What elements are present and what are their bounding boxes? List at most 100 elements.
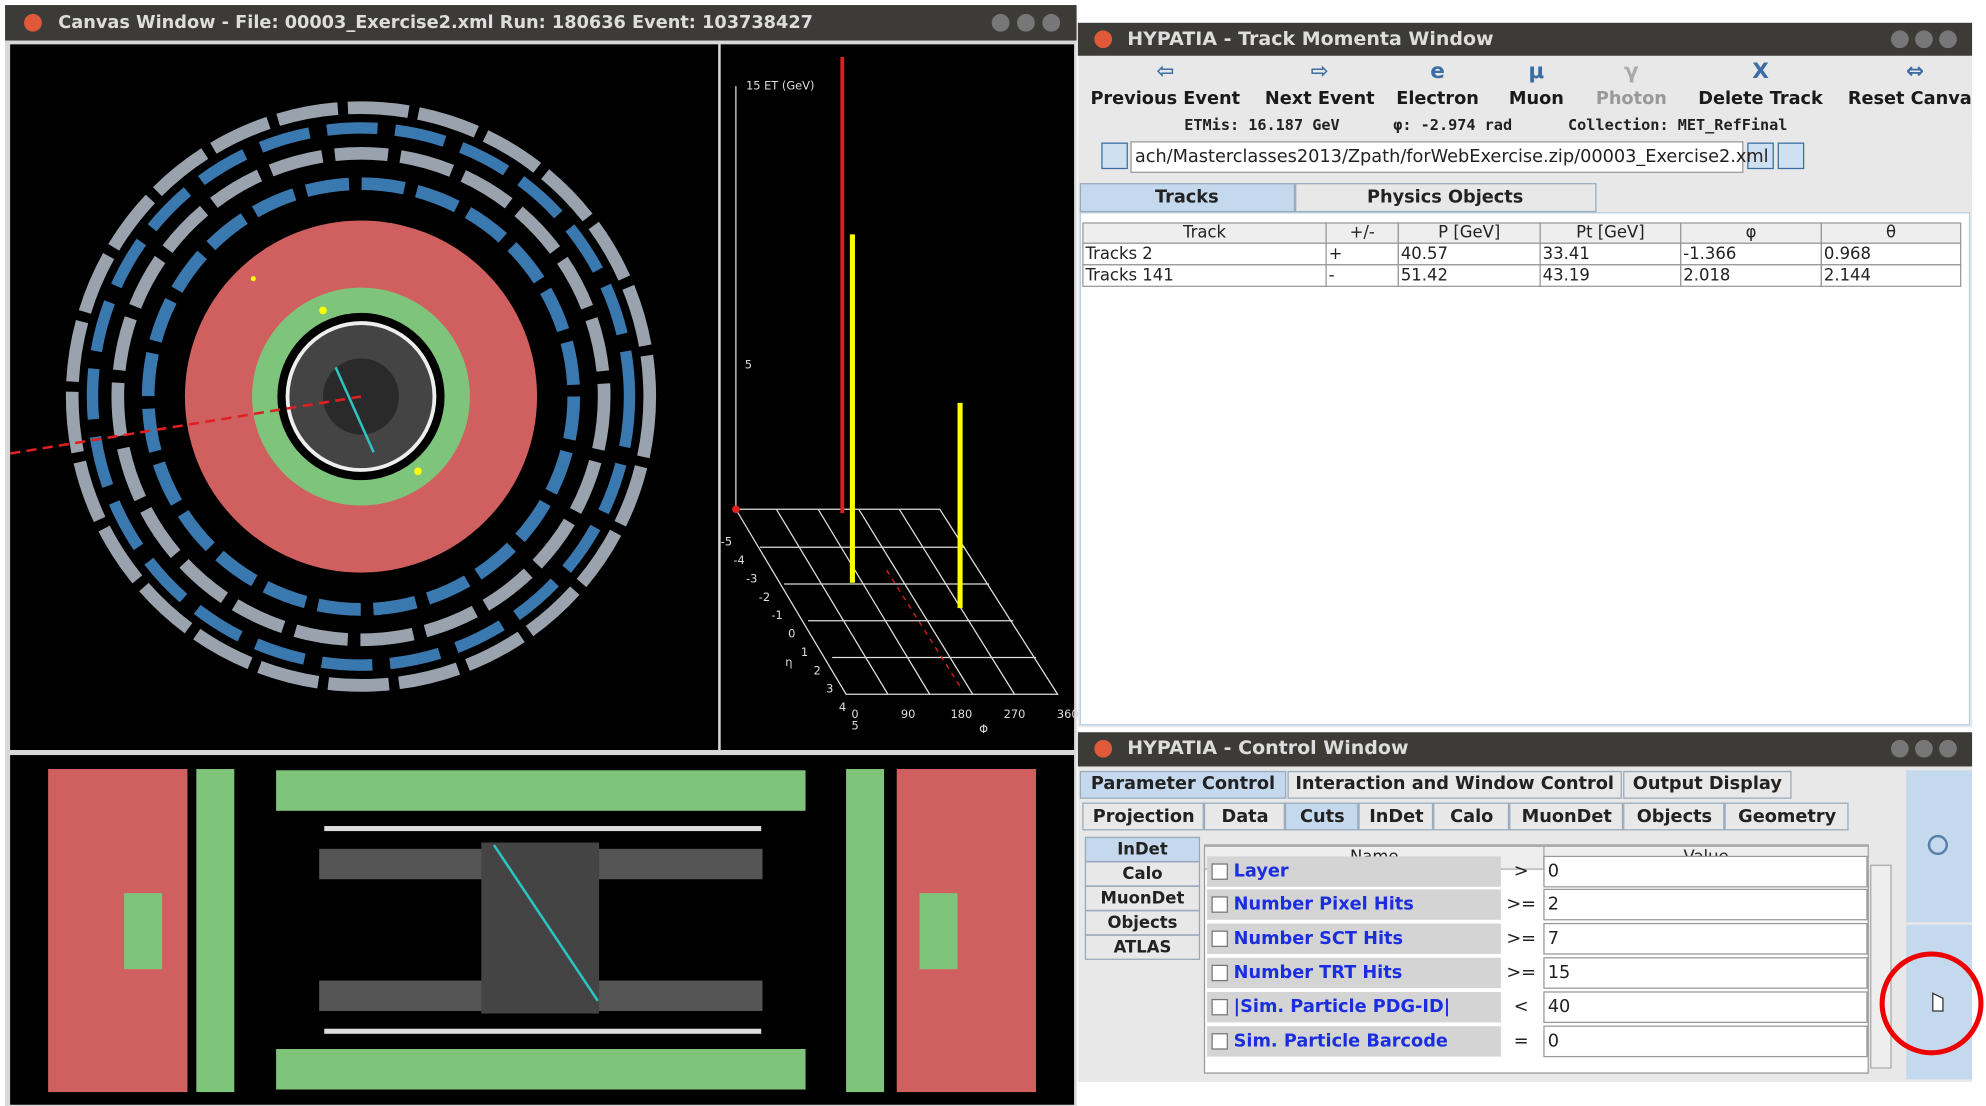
tab[interactable] xyxy=(1433,802,1510,831)
tick-label: 0 xyxy=(788,627,795,641)
lego-plot xyxy=(732,57,1059,695)
side-tab[interactable] xyxy=(1084,885,1201,912)
tab[interactable] xyxy=(1724,802,1849,831)
path-text: ach/Masterclasses2013/Zpath/forWebExerci… xyxy=(1135,147,1769,167)
cut-operator: >= xyxy=(1506,929,1536,949)
tick-label: 90 xyxy=(901,707,915,721)
status-text: φ: -2.974 rad xyxy=(1393,116,1512,134)
tab-label: Physics Objects xyxy=(1367,188,1523,208)
tab-label: Geometry xyxy=(1738,807,1836,827)
checkbox[interactable] xyxy=(1211,964,1228,982)
window-title: Canvas Window - File: 00003_Exercise2.xm… xyxy=(58,13,813,33)
table-cell-text: + xyxy=(1329,244,1343,263)
tab[interactable] xyxy=(1623,770,1792,799)
detector-rz xyxy=(48,769,1037,1093)
cut-operator: >= xyxy=(1506,895,1536,915)
toolbar-icon: γ xyxy=(1624,59,1639,84)
tick-label: 270 xyxy=(1004,707,1026,721)
table-cell-text: - xyxy=(1329,266,1335,285)
scrollbar[interactable] xyxy=(1870,864,1892,1069)
tab[interactable] xyxy=(1079,183,1296,213)
title-bar xyxy=(1077,732,1973,767)
window-buttons[interactable] xyxy=(1891,30,1957,49)
column-header: θ xyxy=(1886,223,1896,242)
side-tab[interactable] xyxy=(1084,836,1201,863)
column-header: +/- xyxy=(1350,223,1375,242)
toolbar-icon: ⇨ xyxy=(1311,59,1329,84)
path-field[interactable] xyxy=(1130,141,1744,173)
tracks-table xyxy=(1079,212,1971,726)
tab[interactable] xyxy=(1623,802,1725,831)
cut-name: Number TRT Hits xyxy=(1234,963,1403,983)
tab[interactable] xyxy=(1203,802,1285,831)
tab-label: Parameter Control xyxy=(1091,774,1275,794)
toolbar-button[interactable]: Next Event xyxy=(1265,89,1375,109)
side-tab[interactable] xyxy=(1084,934,1201,960)
tab[interactable] xyxy=(1284,802,1359,831)
tab[interactable] xyxy=(1509,802,1624,831)
app-icon xyxy=(24,13,42,32)
checkbox[interactable] xyxy=(1211,1033,1228,1050)
value-field[interactable] xyxy=(1543,1025,1868,1058)
window-buttons[interactable] xyxy=(991,13,1061,32)
app-icon xyxy=(1094,739,1113,758)
cut-value: 7 xyxy=(1548,929,1559,949)
tab-label: Interaction and Window Control xyxy=(1295,774,1614,794)
toolbar-button[interactable]: Muon xyxy=(1509,89,1564,109)
tab[interactable] xyxy=(1287,770,1622,799)
name-cell xyxy=(1207,889,1501,920)
tick-label: 5 xyxy=(851,718,858,732)
tick-label: 5 xyxy=(745,357,752,371)
axis-label: Φ xyxy=(979,722,988,736)
save-button[interactable] xyxy=(1101,142,1128,170)
tick-label: 4 xyxy=(839,700,846,714)
tab-label: Objects xyxy=(1637,807,1712,827)
checkbox[interactable] xyxy=(1211,863,1228,880)
column-header: P [GeV] xyxy=(1438,223,1500,242)
side-tab[interactable] xyxy=(1084,861,1201,887)
checkbox[interactable] xyxy=(1211,998,1228,1016)
tick-label: 3 xyxy=(826,682,833,696)
cut-operator: >= xyxy=(1506,963,1536,983)
table-cell-text: 0.968 xyxy=(1824,244,1871,263)
value-field[interactable] xyxy=(1543,991,1868,1024)
table-cell-text: 2.018 xyxy=(1683,266,1730,285)
checkbox[interactable] xyxy=(1211,896,1228,913)
tick-label: 0 xyxy=(851,707,858,721)
toolbar-button[interactable]: Delete Track xyxy=(1698,89,1824,109)
table-cell xyxy=(1325,264,1399,287)
tab-label: Data xyxy=(1222,807,1269,827)
forward-button[interactable] xyxy=(1777,142,1805,170)
name-cell xyxy=(1207,856,1501,887)
toolbar-button[interactable]: Photon xyxy=(1596,89,1667,109)
title-bar xyxy=(1077,22,1973,56)
value-field[interactable] xyxy=(1543,888,1868,921)
value-field[interactable] xyxy=(1543,922,1868,955)
value-field[interactable] xyxy=(1543,855,1868,888)
back-button[interactable] xyxy=(1747,142,1774,170)
tool-icon[interactable] xyxy=(1927,834,1949,856)
tick-label: -2 xyxy=(759,590,770,604)
table-cell-text: 40.57 xyxy=(1401,244,1448,263)
cut-value: 2 xyxy=(1548,895,1559,915)
tab-label: Output Display xyxy=(1633,774,1783,794)
checkbox[interactable] xyxy=(1211,930,1228,948)
tick-label: 1 xyxy=(801,645,808,659)
toolbar-button[interactable]: Reset Canvas xyxy=(1848,89,1982,109)
window-buttons[interactable] xyxy=(1891,739,1957,758)
tab[interactable] xyxy=(1079,770,1287,799)
tab-label: ATLAS xyxy=(1114,937,1172,956)
tab[interactable] xyxy=(1082,802,1204,831)
toolbar-button[interactable]: Previous Event xyxy=(1090,89,1240,109)
toolbar-icon: e xyxy=(1430,59,1445,84)
toolbar-button[interactable]: Electron xyxy=(1396,89,1479,109)
tick-label: -4 xyxy=(733,553,744,567)
column-header: Pt [GeV] xyxy=(1576,223,1645,242)
tab[interactable] xyxy=(1358,802,1434,831)
toolbar-icon: ⇦ xyxy=(1156,59,1174,84)
side-tab[interactable] xyxy=(1084,910,1201,936)
tab-label: InDet xyxy=(1117,840,1168,859)
value-field[interactable] xyxy=(1543,957,1868,989)
tab[interactable] xyxy=(1295,183,1597,213)
detector-xy xyxy=(10,101,657,692)
